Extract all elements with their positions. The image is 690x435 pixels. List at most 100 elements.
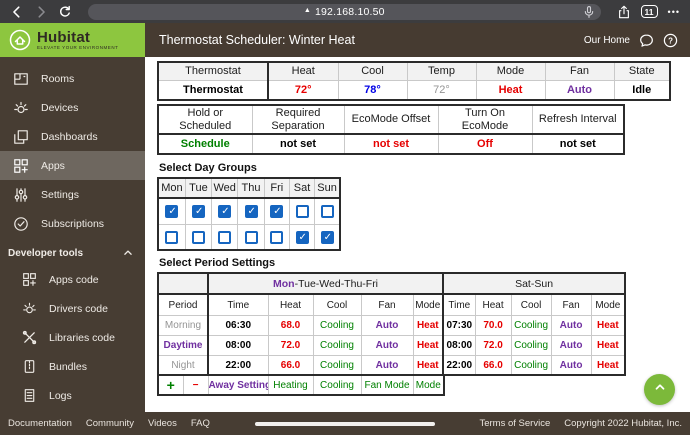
we-time[interactable]: 07:30: [442, 314, 476, 336]
wk-cool[interactable]: Cooling: [312, 334, 362, 356]
day-checkbox-g1-fri[interactable]: [270, 205, 284, 219]
we-fan[interactable]: Auto: [550, 334, 592, 356]
sidebar-item-dashboards[interactable]: Dashboards: [0, 122, 145, 151]
sidebar-item-bundles[interactable]: Bundles: [0, 352, 145, 381]
wk-time[interactable]: 08:00: [207, 334, 269, 356]
wk-heat[interactable]: 68.0: [267, 314, 314, 336]
day-checkbox-g2-tue[interactable]: [191, 230, 205, 244]
wk-cool[interactable]: Cooling: [312, 314, 362, 336]
wk-time[interactable]: 06:30: [207, 314, 269, 336]
day-checkbox-g1-wed[interactable]: [218, 205, 232, 219]
we-heat[interactable]: 66.0: [474, 354, 512, 376]
sidebar-item-label: Settings: [41, 188, 79, 201]
we-time[interactable]: 22:00: [442, 354, 476, 376]
we-heat[interactable]: 72.0: [474, 334, 512, 356]
wk-fan[interactable]: Auto: [360, 314, 414, 336]
we-mode[interactable]: Heat: [590, 314, 626, 336]
day-checkbox-g1-tue[interactable]: [191, 205, 205, 219]
chat-bubble-icon[interactable]: [639, 33, 654, 48]
wk-time[interactable]: 22:00: [207, 354, 269, 376]
forward-icon[interactable]: [34, 5, 48, 19]
back-icon[interactable]: [10, 5, 24, 19]
help-icon[interactable]: ?: [663, 33, 678, 48]
address-bar[interactable]: ▲ 192.168.10.50: [88, 3, 601, 20]
home-indicator[interactable]: [255, 422, 435, 426]
sidebar-item-drivers-code[interactable]: Drivers code: [0, 294, 145, 323]
day-checkbox-g2-thu[interactable]: [244, 230, 258, 244]
heat-setpoint[interactable]: 72°: [267, 79, 339, 101]
wk-mode[interactable]: Heat: [412, 334, 444, 356]
day-checkbox-g2-wed[interactable]: [218, 230, 232, 244]
hubitat-logo[interactable]: Hubitat ELEVATE YOUR ENVIRONMENT: [0, 23, 145, 57]
day-checkbox-g2-sat[interactable]: [295, 230, 309, 244]
weekday-group-accent[interactable]: Mon: [273, 277, 295, 290]
day-checkbox-g2-mon[interactable]: [165, 230, 179, 244]
share-icon[interactable]: [617, 5, 631, 19]
reload-icon[interactable]: [58, 5, 72, 19]
refresh-interval-value[interactable]: not set: [531, 133, 625, 155]
cooling-link[interactable]: Cooling: [312, 374, 362, 396]
wk-mode[interactable]: Heat: [412, 314, 444, 336]
day-checkbox-g2-fri[interactable]: [270, 230, 284, 244]
wk-cool[interactable]: Cooling: [312, 354, 362, 376]
terms-of-service-link[interactable]: Terms of Service: [479, 418, 551, 429]
sidebar-item-rooms[interactable]: Rooms: [0, 64, 145, 93]
sidebar-item-settings[interactable]: Settings: [0, 180, 145, 209]
cool-setpoint[interactable]: 78°: [337, 79, 408, 101]
add-period-button[interactable]: +: [157, 374, 184, 396]
footer-link-community[interactable]: Community: [85, 418, 134, 429]
hold-or-scheduled-value[interactable]: Schedule: [157, 133, 253, 155]
day-checkbox-g2-sun[interactable]: [320, 230, 334, 244]
sidebar-item-logs[interactable]: Logs: [0, 381, 145, 410]
turn-on-ecomode-value[interactable]: Off: [437, 133, 533, 155]
microphone-icon[interactable]: [582, 5, 596, 19]
developer-tools-toggle[interactable]: Developer tools: [0, 241, 145, 265]
fan-value[interactable]: Auto: [544, 79, 615, 101]
sidebar-item-apps[interactable]: Apps: [0, 151, 145, 180]
wk-fan[interactable]: Auto: [360, 334, 414, 356]
period-name[interactable]: Daytime: [157, 334, 209, 356]
we-fan[interactable]: Auto: [550, 314, 592, 336]
we-fan[interactable]: Auto: [550, 354, 592, 376]
period-name[interactable]: Night: [157, 354, 209, 376]
required-separation-value[interactable]: not set: [251, 133, 345, 155]
we-time[interactable]: 08:00: [442, 334, 476, 356]
we-mode[interactable]: Heat: [590, 354, 626, 376]
footer-link-videos[interactable]: Videos: [147, 418, 177, 429]
copyright-text: Copyright 2022 Hubitat, Inc.: [564, 418, 682, 429]
scroll-to-top-button[interactable]: [644, 374, 675, 405]
heating-link[interactable]: Heating: [267, 374, 314, 396]
day-checkbox-g1-sat[interactable]: [295, 205, 309, 219]
remove-period-button[interactable]: −: [182, 374, 209, 396]
fan-mode-link[interactable]: Fan Mode: [360, 374, 414, 396]
thermostat-name[interactable]: Thermostat: [157, 79, 269, 101]
day-header-mon[interactable]: Mon: [157, 177, 186, 200]
away-settings-link[interactable]: Away Settings: [207, 374, 269, 396]
ecomode-offset-value[interactable]: not set: [343, 133, 439, 155]
period-name[interactable]: Morning: [157, 314, 209, 336]
we-cool[interactable]: Cooling: [510, 314, 552, 336]
we-cool[interactable]: Cooling: [510, 354, 552, 376]
our-home-link[interactable]: Our Home: [583, 34, 630, 46]
wk-mode[interactable]: Heat: [412, 354, 444, 376]
wk-heat[interactable]: 66.0: [267, 354, 314, 376]
sidebar-item-apps-code[interactable]: Apps code: [0, 265, 145, 294]
we-heat[interactable]: 70.0: [474, 314, 512, 336]
footer-link-faq[interactable]: FAQ: [190, 418, 210, 429]
browser-menu-icon[interactable]: •••: [667, 6, 680, 17]
sidebar-item-libraries-code[interactable]: Libraries code: [0, 323, 145, 352]
day-checkbox-g1-sun[interactable]: [320, 205, 334, 219]
hubitat-house-icon: [8, 28, 32, 52]
we-mode[interactable]: Heat: [590, 334, 626, 356]
wk-heat[interactable]: 72.0: [267, 334, 314, 356]
sidebar-item-subscriptions[interactable]: Subscriptions: [0, 209, 145, 238]
mode-value[interactable]: Heat: [475, 79, 546, 101]
sidebar-item-devices[interactable]: Devices: [0, 93, 145, 122]
tabs-icon[interactable]: 11: [640, 5, 658, 18]
mode-link[interactable]: Mode: [412, 374, 445, 396]
day-checkbox-g1-mon[interactable]: [165, 205, 179, 219]
we-cool[interactable]: Cooling: [510, 334, 552, 356]
day-checkbox-g1-thu[interactable]: [244, 205, 258, 219]
wk-fan[interactable]: Auto: [360, 354, 414, 376]
footer-link-documentation[interactable]: Documentation: [8, 418, 72, 429]
